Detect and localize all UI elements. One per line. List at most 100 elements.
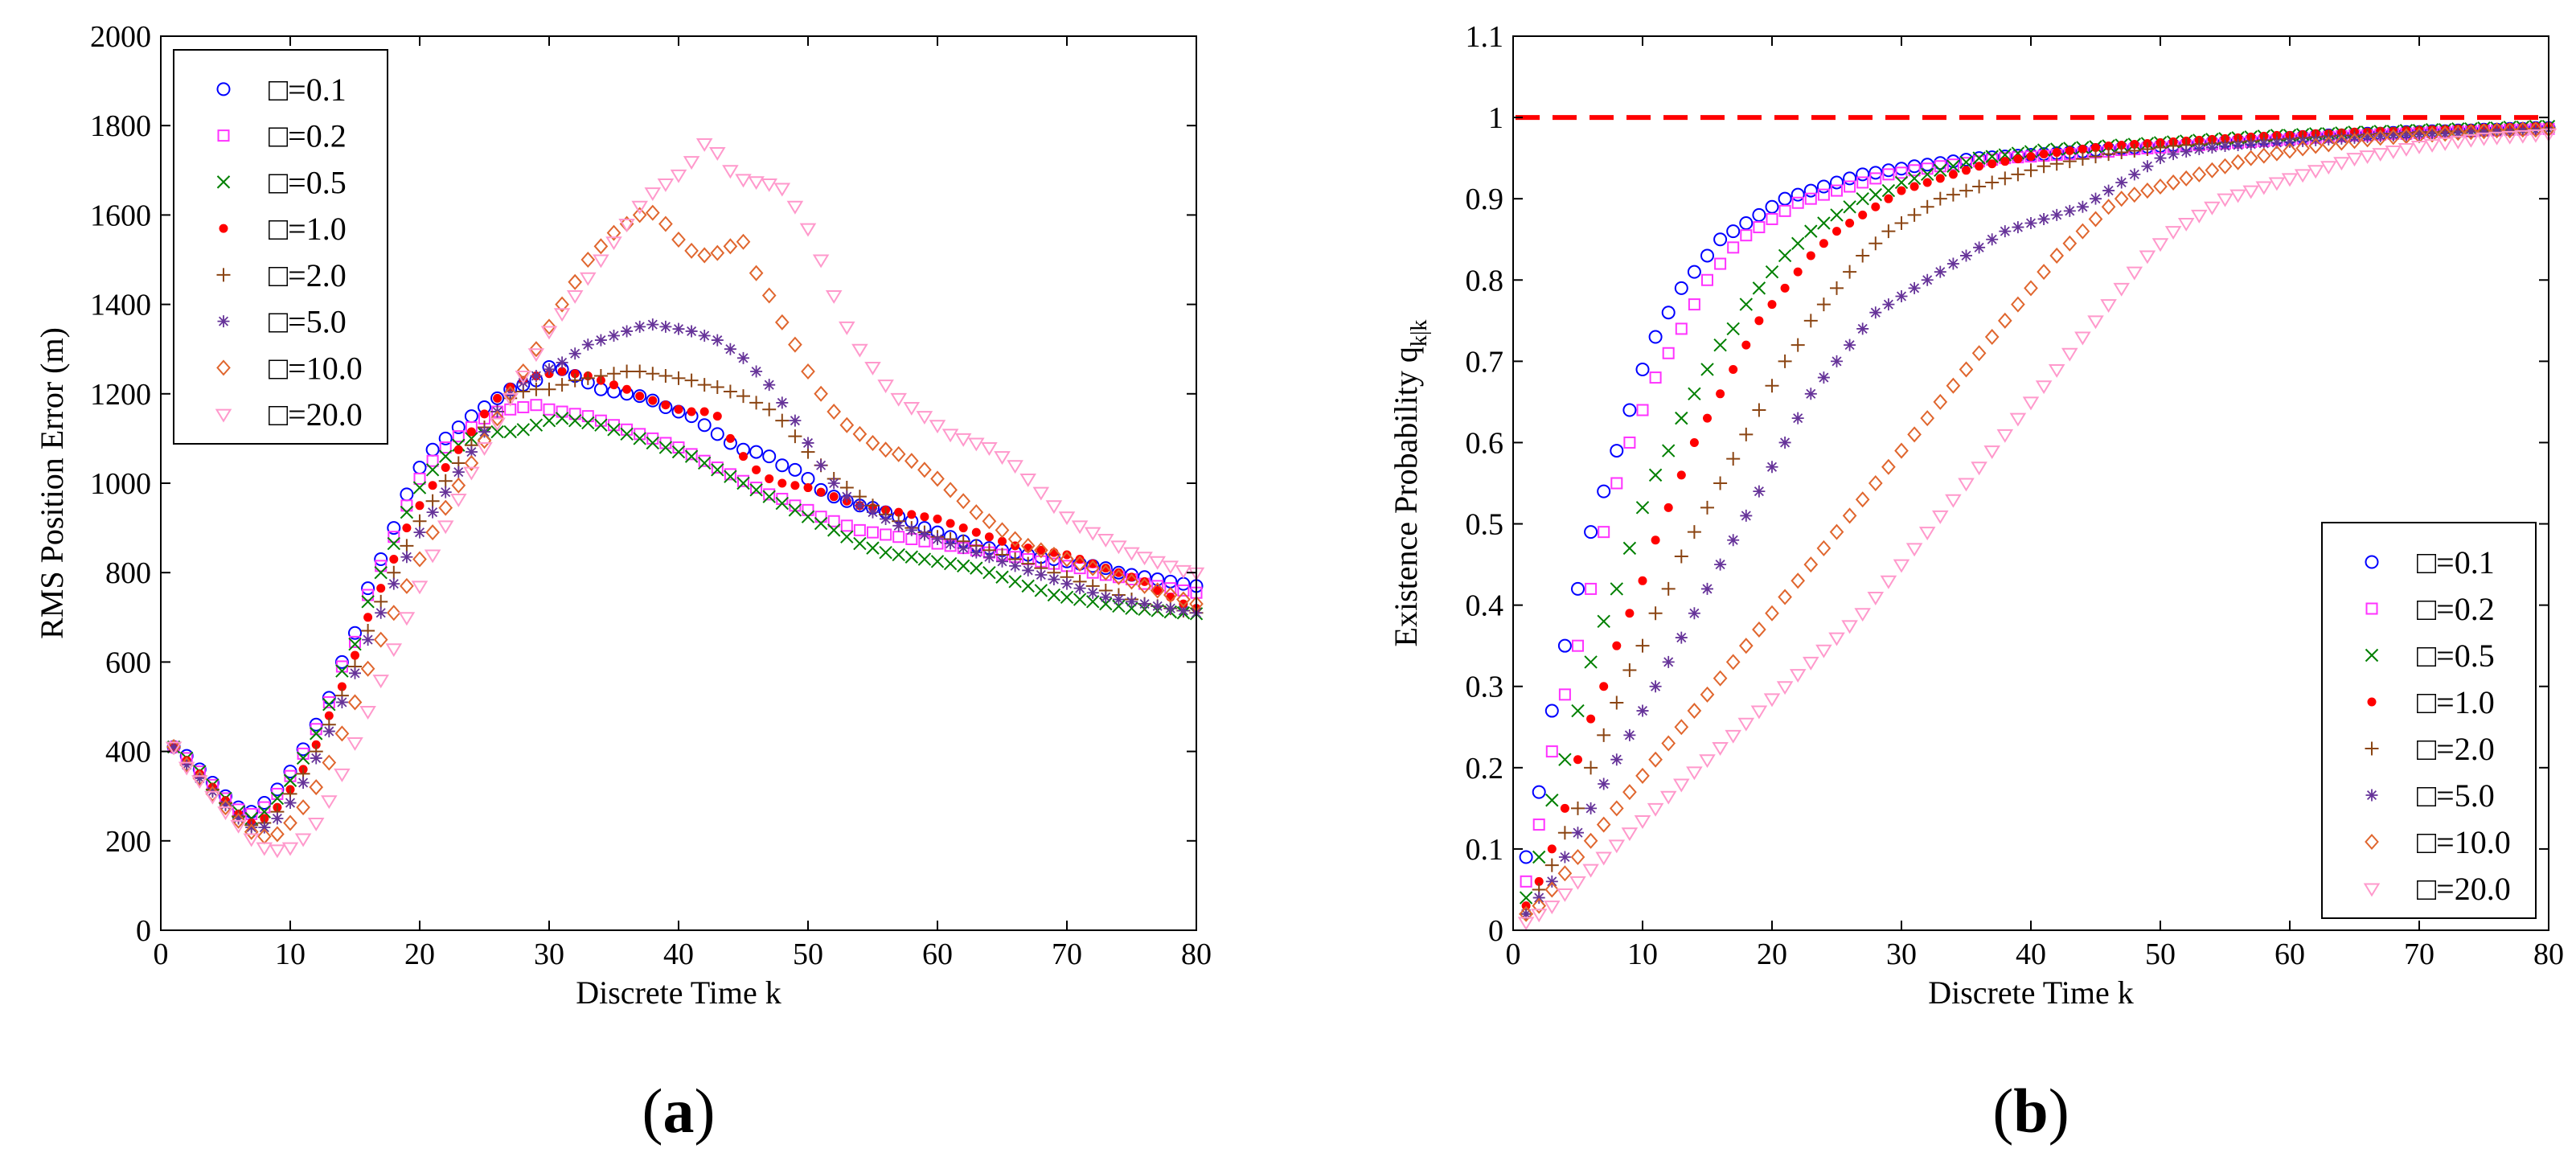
data-point: [1125, 601, 1138, 615]
data-point: [1765, 265, 1779, 279]
panel-a-legend: □=0.1 □=0.2 □=0.5 □=1.0 □=2.0 □=5.0 □=10.0 □=20…: [173, 49, 388, 445]
data-point: [749, 396, 764, 410]
legend-label: □=2.0: [269, 257, 347, 293]
data-point: [2232, 138, 2245, 151]
data-point: [1804, 224, 1818, 238]
data-point: [1532, 785, 1546, 799]
data-point: [1907, 426, 1922, 443]
data-point: [1881, 183, 1896, 198]
data-point: [607, 423, 621, 437]
data-point: [762, 402, 777, 416]
data-point: [1832, 227, 1841, 236]
data-point: [490, 425, 504, 439]
data-point: [2039, 150, 2049, 159]
data-point: [1047, 588, 1061, 602]
data-point: [620, 427, 634, 441]
panel-b-ticks: 0 10 20 30 40 50 60 70 80 0 0.1 0.2 0.3 0.4 0.5 0.6 0.7 0…: [1466, 20, 2565, 971]
data-point: [723, 238, 738, 255]
data-point: [2426, 127, 2439, 140]
panel-b-label-close: ): [2049, 1076, 2069, 1146]
data-point: [877, 379, 894, 394]
x-tick-label: 60: [922, 937, 953, 971]
data-point: [2075, 152, 2090, 166]
data-point: [1855, 491, 1870, 508]
data-point: [335, 695, 348, 708]
data-point: [1532, 850, 1546, 864]
data-point: [1674, 281, 1688, 295]
data-point: [1830, 175, 1844, 190]
data-point: [1946, 158, 1959, 171]
legend-label: □=0.5: [269, 164, 347, 200]
data-point: [1739, 216, 1754, 231]
data-point: [204, 790, 221, 805]
data-point: [1740, 229, 1753, 242]
data-point: [530, 370, 543, 383]
data-point: [956, 493, 971, 510]
data-point: [1738, 638, 1754, 654]
data-point: [644, 187, 662, 202]
data-point: [2281, 173, 2299, 187]
data-point: [1544, 704, 1559, 718]
data-point: [658, 369, 673, 384]
data-point: [956, 559, 970, 573]
data-point: [685, 448, 698, 461]
data-point: [1882, 168, 1895, 181]
data-point: [413, 526, 426, 539]
data-point: [1584, 655, 1598, 669]
data-point: [695, 137, 713, 152]
data-point: [375, 606, 388, 619]
data-point: [671, 231, 686, 248]
legend-entry: □=5.0: [2365, 777, 2495, 814]
data-point: [712, 412, 722, 421]
data-point: [750, 365, 763, 378]
data-point: [542, 413, 556, 428]
data-point: [1126, 595, 1138, 608]
data-point: [335, 664, 349, 678]
data-point: [981, 442, 998, 456]
data-point: [2127, 144, 2142, 158]
data-point: [2000, 157, 2010, 166]
data-point: [2400, 129, 2413, 142]
data-point: [1908, 281, 1921, 294]
data-point: [998, 536, 1007, 546]
data-point: [1007, 460, 1023, 474]
data-point: [1570, 849, 1585, 866]
data-point: [2346, 153, 2363, 167]
data-point: [593, 238, 609, 255]
data-point: [373, 631, 388, 648]
data-point: [929, 420, 946, 434]
data-point: [930, 470, 945, 487]
data-point: [1584, 761, 1598, 775]
data-point: [178, 761, 195, 776]
panel-b-y-axis-label: Existence Probability qk|k: [1388, 320, 1432, 647]
data-point: [645, 204, 660, 221]
data-point: [219, 798, 232, 811]
data-point: [1635, 362, 1650, 376]
data-point: [814, 511, 827, 523]
data-point: [739, 452, 748, 462]
data-point: [1674, 549, 1688, 564]
data-point: [954, 433, 972, 447]
data-point: [735, 174, 752, 188]
data-point: [2011, 167, 2025, 182]
data-point: [2024, 280, 2038, 297]
panel-a-label-letter: a: [663, 1076, 695, 1146]
data-point: [2164, 226, 2182, 240]
data-point: [1830, 208, 1844, 222]
data-point: [1557, 865, 1573, 882]
data-point: [2322, 133, 2335, 146]
data-point: [2115, 146, 2129, 160]
data-point: [1673, 778, 1690, 793]
data-point: [2335, 132, 2348, 145]
data-point: [814, 385, 828, 402]
data-point: [1946, 187, 1960, 202]
panel-b-label-open: (: [1992, 1076, 2013, 1146]
series-triangle-down: [165, 137, 1205, 859]
data-point: [982, 565, 996, 580]
data-point: [425, 463, 440, 477]
data-point: [2321, 136, 2336, 153]
panel-a-legend-box: [173, 49, 388, 445]
data-point: [1622, 784, 1637, 801]
data-point: [1881, 224, 1896, 239]
data-point: [1060, 577, 1073, 590]
